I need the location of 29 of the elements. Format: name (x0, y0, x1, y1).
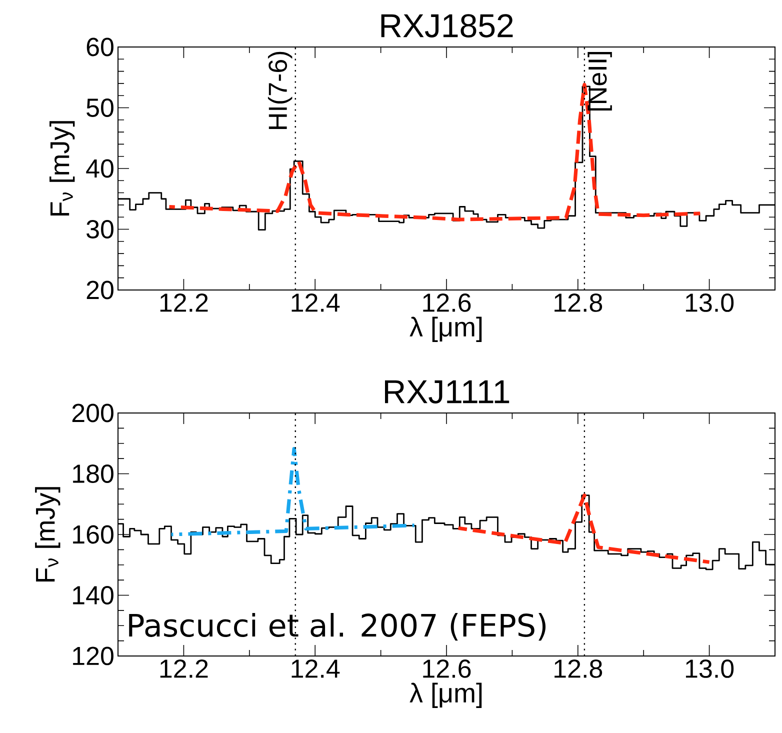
x-tick-label: 13.0 (686, 294, 734, 312)
x-tick-label: 12.8 (554, 294, 602, 312)
x-tick-label: 13.0 (686, 660, 734, 678)
chart-title: RXJ1852 (381, 14, 513, 38)
y-tick-label: 30 (86, 220, 114, 238)
x-tick-label: 12.6 (423, 660, 471, 678)
x-tick-label: 12.2 (160, 660, 208, 678)
y-tick-label: 200 (72, 404, 114, 422)
chart-title: RXJ1111 (385, 380, 510, 404)
x-axis-title: λ [μm] (410, 682, 482, 708)
x-tick-label: 12.6 (423, 294, 471, 312)
ref-line-label: [NeII] (588, 52, 612, 110)
y-tick-label: 120 (73, 646, 114, 666)
y-tick-label: 140 (73, 586, 114, 604)
ref-line-label: HI(7-6) (268, 52, 292, 129)
y-axis-title: F$_{ν}$ [mJy] (35, 487, 60, 582)
x-tick-label: 12.4 (292, 294, 340, 312)
y-tick-label: 160 (73, 525, 114, 544)
y-tick-label: 20 (86, 280, 114, 300)
x-tick-label: 12.2 (160, 294, 208, 312)
annotation: Pascucci et al. 2007 (FEPS) (129, 613, 546, 641)
y-tick-label: 50 (86, 98, 114, 117)
y-tick-label: 40 (86, 159, 114, 178)
y-tick-label: 180 (73, 464, 114, 483)
x-tick-label: 12.8 (554, 660, 602, 678)
x-axis-title: λ [μm] (410, 316, 482, 342)
x-tick-label: 12.4 (292, 660, 340, 678)
y-tick-label: 60 (86, 38, 114, 56)
y-axis-title: F$_{ν}$ [mJy] (50, 121, 75, 216)
